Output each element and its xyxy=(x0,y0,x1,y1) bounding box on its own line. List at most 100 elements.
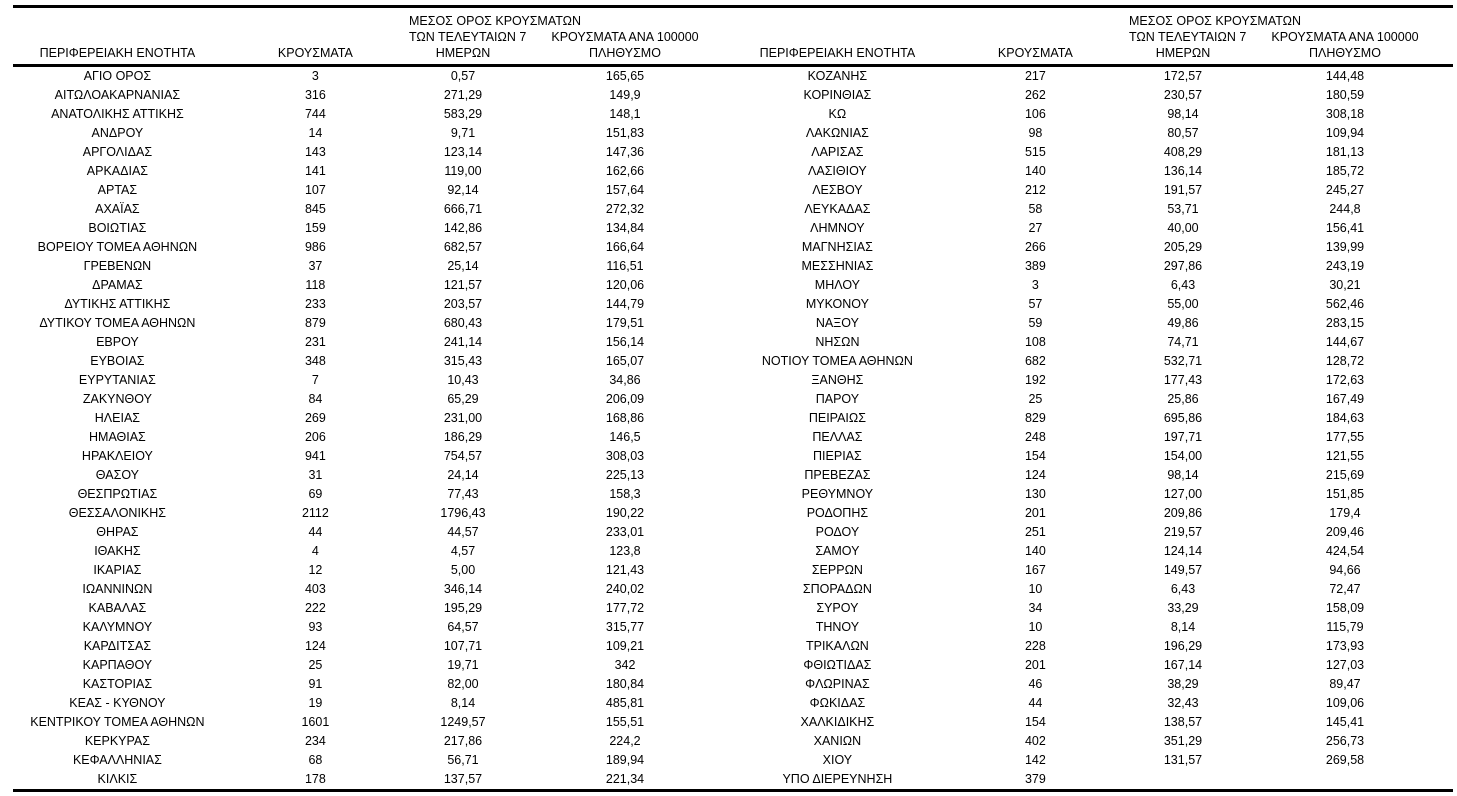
table-row: ΜΕΣΣΗΝΙΑΣ 389 297,86 243,19 xyxy=(733,257,1453,276)
region-name-cell: ΙΚΑΡΙΑΣ xyxy=(93,563,142,577)
region-name-cell: ΞΑΝΘΗΣ xyxy=(811,373,864,387)
cases-cell: 98 xyxy=(1028,126,1043,140)
region-name-cell: ΠΡΕΒΕΖΑΣ xyxy=(804,468,871,482)
table-row: ΜΥΚΟΝΟΥ 57 55,00 562,46 xyxy=(733,295,1453,314)
per100k-cell: 146,5 xyxy=(609,430,641,444)
region-name-cell: ΗΡΑΚΛΕΙΟΥ xyxy=(81,449,153,463)
table-row: ΚΕΑΣ - ΚΥΘΝΟΥ 19 8,14 485,81 xyxy=(13,694,733,713)
cases-cell: 143 xyxy=(304,145,326,159)
cases-cell: 25 xyxy=(1028,392,1043,406)
table-row: ΦΘΙΩΤΙΔΑΣ 201 167,14 127,03 xyxy=(733,656,1453,675)
cases-cell: 178 xyxy=(304,772,326,786)
region-name-cell: ΣΥΡΟΥ xyxy=(816,601,859,615)
region-name-cell: ΑΡΤΑΣ xyxy=(97,183,138,197)
avg7days-cell: 197,71 xyxy=(1163,430,1203,444)
avg7days-cell: 203,57 xyxy=(443,297,483,311)
column-header-region: ΠΕΡΙΦΕΡΕΙΑΚΗ ΕΝΟΤΗΤΑ xyxy=(13,8,222,67)
cases-cell: 389 xyxy=(1024,259,1046,273)
cases-cell: 57 xyxy=(1028,297,1043,311)
per100k-cell: 167,49 xyxy=(1325,392,1365,406)
region-name-cell: ΕΒΡΟΥ xyxy=(96,335,139,349)
cases-cell: 68 xyxy=(308,753,323,767)
per100k-cell: 144,48 xyxy=(1325,69,1365,83)
region-name-cell: ΚΩ xyxy=(828,107,847,121)
region-name-cell: ΗΛΕΙΑΣ xyxy=(94,411,141,425)
region-name-cell: ΜΥΚΟΝΟΥ xyxy=(805,297,869,311)
cases-cell: 124 xyxy=(1024,468,1046,482)
avg7days-cell: 80,57 xyxy=(1167,126,1199,140)
avg7days-cell: 666,71 xyxy=(443,202,483,216)
cases-cell: 167 xyxy=(1024,563,1046,577)
per100k-cell: 177,72 xyxy=(605,601,645,615)
table-row: ΑΡΓΟΛΙΔΑΣ 143 123,14 147,36 xyxy=(13,143,733,162)
table-row: ΘΗΡΑΣ 44 44,57 233,01 xyxy=(13,523,733,542)
avg7days-cell: 44,57 xyxy=(447,525,479,539)
header-row: ΠΕΡΙΦΕΡΕΙΑΚΗ ΕΝΟΤΗΤΑ ΚΡΟΥΣΜΑΤΑ ΜΕΣΟΣ ΟΡΟ… xyxy=(733,8,1453,67)
avg7days-cell: 1249,57 xyxy=(440,715,486,729)
table-row: ΝΟΤΙΟΥ ΤΟΜΕΑ ΑΘΗΝΩΝ 682 532,71 128,72 xyxy=(733,352,1453,371)
cases-cell: 140 xyxy=(1024,544,1046,558)
region-name-cell: ΛΑΣΙΘΙΟΥ xyxy=(808,164,867,178)
table-row: ΣΑΜΟΥ 140 124,14 424,54 xyxy=(733,542,1453,561)
region-name-cell: ΜΕΣΣΗΝΙΑΣ xyxy=(801,259,874,273)
cases-cell: 3 xyxy=(1031,278,1039,292)
region-name-cell: ΚΕΡΚΥΡΑΣ xyxy=(84,734,150,748)
regions-table-left: ΠΕΡΙΦΕΡΕΙΑΚΗ ΕΝΟΤΗΤΑ ΚΡΟΥΣΜΑΤΑ ΜΕΣΟΣ ΟΡΟ… xyxy=(13,8,733,789)
avg7days-cell: 9,71 xyxy=(450,126,476,140)
per100k-cell: 121,55 xyxy=(1325,449,1365,463)
region-name-cell: ΒΟΙΩΤΙΑΣ xyxy=(88,221,147,235)
avg7days-cell: 6,43 xyxy=(1170,278,1196,292)
cases-cell: 2112 xyxy=(301,506,329,520)
table-row: ΑΝΑΤΟΛΙΚΗΣ ΑΤΤΙΚΗΣ 744 583,29 148,1 xyxy=(13,105,733,124)
avg7days-cell: 0,57 xyxy=(450,69,476,83)
table-row: ΝΑΞΟΥ 59 49,86 283,15 xyxy=(733,314,1453,333)
avg7days-cell: 680,43 xyxy=(443,316,483,330)
avg7days-cell: 137,57 xyxy=(443,772,483,786)
table-body-left: ΑΓΙΟ ΟΡΟΣ 3 0,57 165,65 ΑΙΤΩΛΟΑΚΑΡΝΑΝΙΑΣ 316 2… xyxy=(13,66,733,790)
region-name-cell: ΣΑΜΟΥ xyxy=(815,544,860,558)
per100k-cell: 308,18 xyxy=(1325,107,1365,121)
table-row: ΔΡΑΜΑΣ 118 121,57 120,06 xyxy=(13,276,733,295)
per100k-cell: 173,93 xyxy=(1325,639,1365,653)
cases-cell: 7 xyxy=(311,373,319,387)
per100k-cell: 179,4 xyxy=(1329,506,1361,520)
region-name-cell: ΦΛΩΡΙΝΑΣ xyxy=(805,677,870,691)
region-name-cell: ΦΘΙΩΤΙΔΑΣ xyxy=(803,658,872,672)
cases-cell: 986 xyxy=(304,240,326,254)
per100k-cell: 144,67 xyxy=(1325,335,1365,349)
cases-cell: 44 xyxy=(1028,696,1043,710)
avg7days-cell: 25,14 xyxy=(447,259,479,273)
cases-cell: 348 xyxy=(304,354,326,368)
avg7days-cell: 217,86 xyxy=(443,734,483,748)
region-name-cell: ΥΠΟ ΔΙΕΡΕΥΝΗΣΗ xyxy=(782,772,893,786)
cases-cell: 222 xyxy=(304,601,326,615)
cases-cell: 829 xyxy=(1024,411,1046,425)
per100k-cell: 190,22 xyxy=(605,506,645,520)
avg7days-cell xyxy=(1129,770,1237,789)
region-name-cell: ΔΡΑΜΑΣ xyxy=(92,278,143,292)
region-name-cell: ΡΟΔΟΠΗΣ xyxy=(806,506,869,520)
cases-cell: 228 xyxy=(1024,639,1046,653)
per100k-cell: 156,41 xyxy=(1325,221,1365,235)
cases-cell: 3 xyxy=(311,69,319,83)
cases-cell: 108 xyxy=(1024,335,1046,349)
per100k-cell: 144,79 xyxy=(605,297,645,311)
per100k-cell: 145,41 xyxy=(1325,715,1365,729)
region-name-cell: ΘΕΣΠΡΩΤΙΑΣ xyxy=(77,487,158,501)
avg7days-cell: 8,14 xyxy=(450,696,476,710)
table-row: ΠΕΙΡΑΙΩΣ 829 695,86 184,63 xyxy=(733,409,1453,428)
region-name-cell: ΛΕΣΒΟΥ xyxy=(812,183,863,197)
cases-cell: 37 xyxy=(308,259,323,273)
cases-cell: 379 xyxy=(1024,772,1046,786)
cases-cell: 201 xyxy=(1024,506,1046,520)
per100k-cell: 243,19 xyxy=(1325,259,1365,273)
per100k-cell: 158,09 xyxy=(1325,601,1365,615)
avg7days-cell: 408,29 xyxy=(1163,145,1203,159)
avg7days-cell: 55,00 xyxy=(1167,297,1199,311)
table-row: ΔΥΤΙΚΗΣ ΑΤΤΙΚΗΣ 233 203,57 144,79 xyxy=(13,295,733,314)
avg7days-cell: 107,71 xyxy=(443,639,483,653)
table-row: ΣΥΡΟΥ 34 33,29 158,09 xyxy=(733,599,1453,618)
cases-cell: 744 xyxy=(304,107,326,121)
column-header-avg7days: ΜΕΣΟΣ ΟΡΟΣ ΚΡΟΥΣΜΑΤΩΝ ΤΩΝ ΤΕΛΕΥΤΑΙΩΝ 7 Η… xyxy=(1128,8,1301,67)
per100k-cell: 147,36 xyxy=(605,145,645,159)
